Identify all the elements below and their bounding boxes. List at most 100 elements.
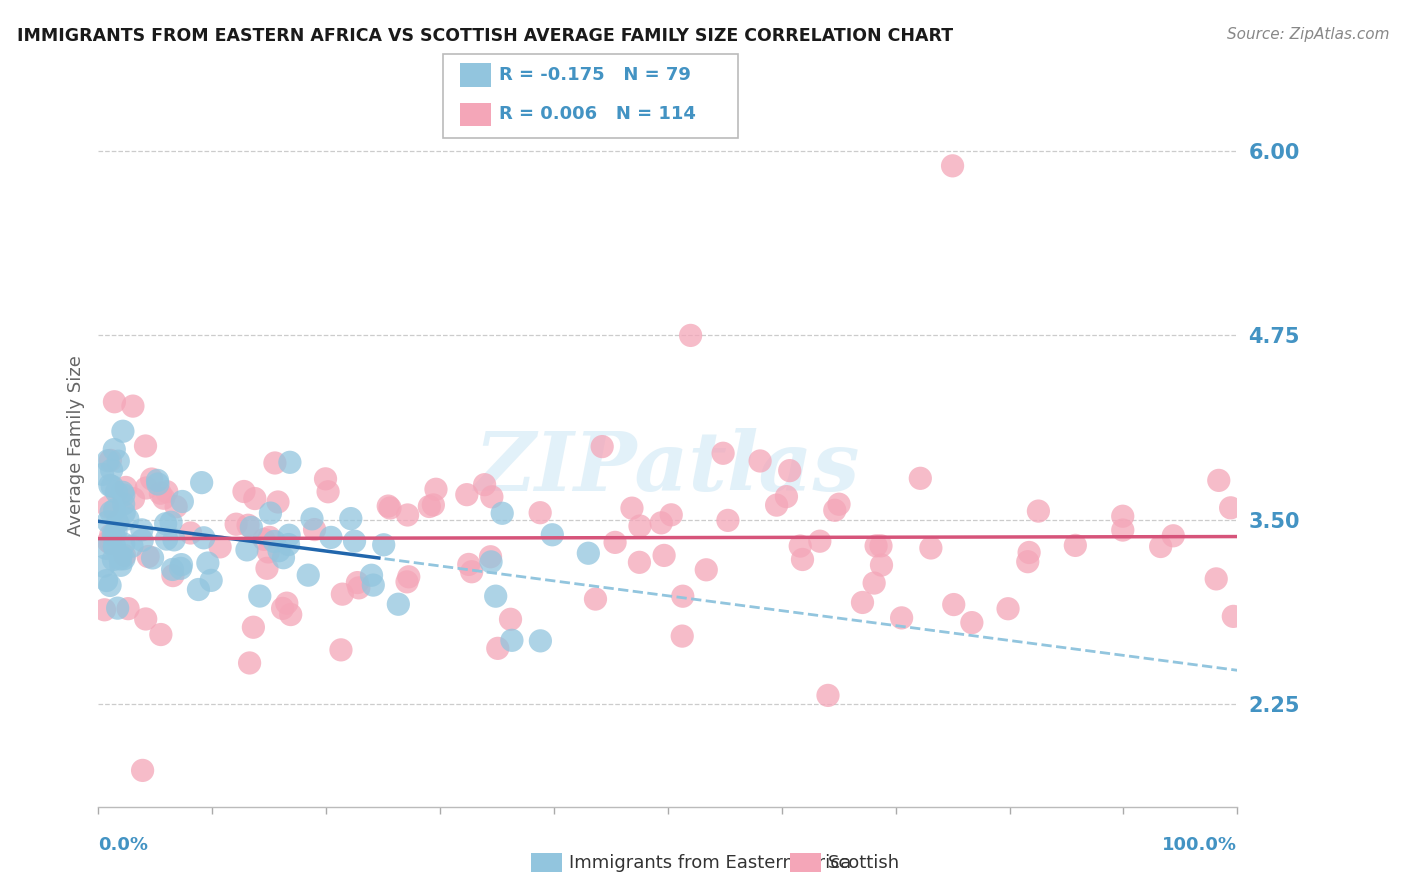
Point [346,575,368,590]
Point [491,506,513,520]
Point [96,541,118,556]
Point [259,530,281,544]
Point [585,592,607,607]
Point [1028,504,1050,518]
Point [165,500,187,514]
Point [101,479,124,493]
Point [190,475,212,490]
Point [541,528,564,542]
Point [628,555,651,569]
Point [330,643,353,657]
Point [775,490,797,504]
Point [122,399,145,413]
Point [863,576,886,591]
Point [387,597,409,611]
Point [97,454,120,468]
Point [111,485,134,500]
Point [107,516,129,530]
Point [97,515,120,529]
Point [486,641,509,656]
Point [304,523,326,537]
Point [112,551,135,566]
Point [149,486,172,500]
Y-axis label: Average Family Size: Average Family Size [66,356,84,536]
Point [107,454,129,468]
Point [276,596,298,610]
Point [377,499,399,513]
Point [765,498,787,512]
Point [163,533,186,547]
Point [98,578,121,592]
Point [481,490,503,504]
Point [717,513,740,527]
Point [297,568,319,582]
Point [259,506,281,520]
Point [485,589,508,603]
Point [114,549,136,563]
Point [149,627,172,641]
Point [398,570,420,584]
Point [373,538,395,552]
Point [249,589,271,603]
Point [242,620,264,634]
Point [1064,538,1087,552]
Point [273,550,295,565]
Point [257,545,280,559]
Point [236,518,259,533]
Point [395,574,418,589]
Point [197,556,219,570]
Point [529,506,551,520]
Point [100,537,122,551]
Point [343,534,366,549]
Point [920,541,942,555]
Point [155,516,177,531]
Point [98,478,121,492]
Point [671,629,693,643]
Point [620,501,643,516]
Point [1205,572,1227,586]
Point [155,532,177,546]
Point [156,484,179,499]
Text: R = -0.175   N = 79: R = -0.175 N = 79 [499,66,690,84]
Point [271,601,294,615]
Point [243,491,266,506]
Point [422,498,444,512]
Point [396,508,419,522]
Point [280,607,302,622]
Point [107,601,129,615]
Point [1161,529,1184,543]
Point [425,483,447,497]
Point [576,546,599,560]
Point [997,601,1019,615]
Point [110,558,132,573]
Point [479,555,502,569]
Point [112,497,135,511]
Point [172,494,194,508]
Point [160,516,183,530]
Point [141,472,163,486]
Point [142,550,165,565]
Point [112,488,135,502]
Point [360,568,382,582]
Point [162,568,184,582]
Point [1112,509,1135,524]
Point [817,689,839,703]
Point [278,455,301,469]
Text: 0.0%: 0.0% [98,836,149,855]
Point [100,463,122,477]
Point [501,633,523,648]
Point [136,549,159,564]
Point [103,442,125,457]
Point [749,454,772,468]
Point [456,488,478,502]
Point [91,467,114,482]
Point [828,497,851,511]
Point [267,543,290,558]
Point [162,562,184,576]
Point [112,537,135,551]
Point [100,528,122,542]
Point [131,523,153,537]
Point [115,480,138,494]
Text: 100.0%: 100.0% [1163,836,1237,855]
Point [1112,523,1135,537]
